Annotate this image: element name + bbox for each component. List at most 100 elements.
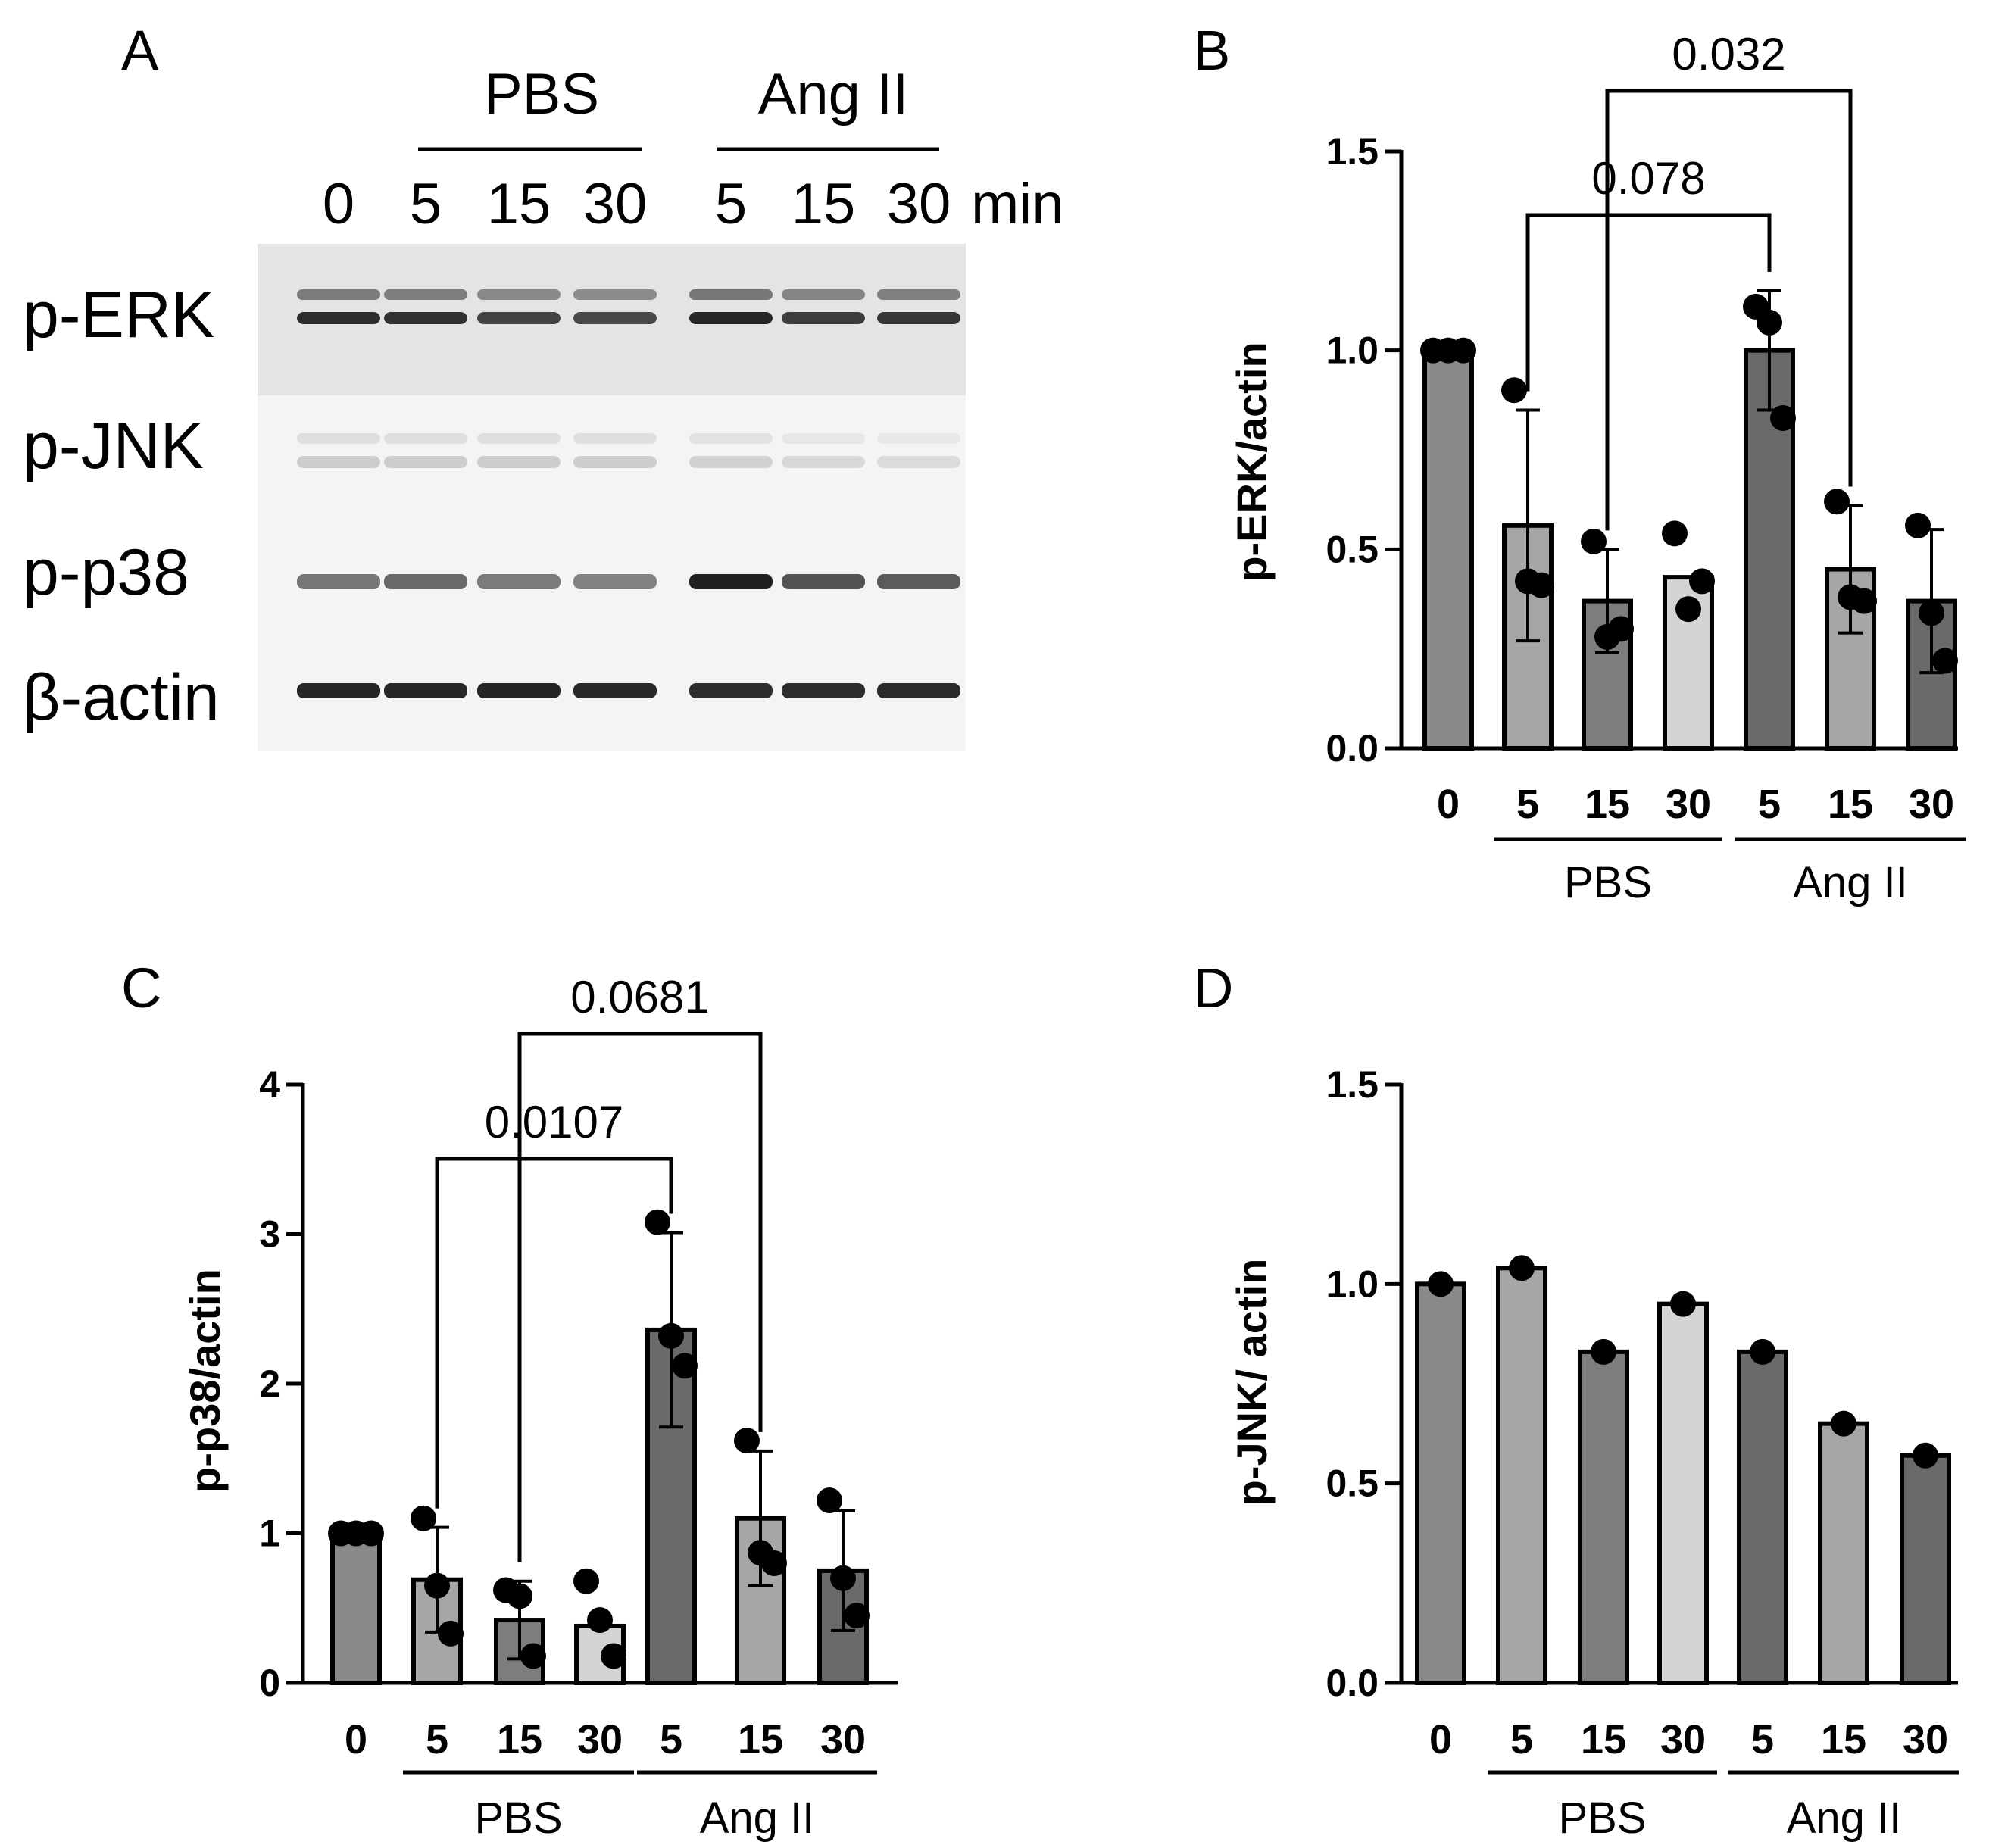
bar [1578, 1349, 1629, 1686]
blot-row-label: p-ERK [23, 279, 214, 351]
blot-band [689, 312, 773, 324]
time-unit-label: min [971, 172, 1063, 236]
data-point [672, 1353, 698, 1379]
blot-band [689, 683, 773, 698]
x-tick-label: 5 [1751, 1717, 1774, 1762]
blot-band-upper [477, 433, 561, 444]
panel-d-letter: D [1193, 957, 1233, 1019]
lane-label: 15 [792, 172, 856, 236]
blot-band [297, 683, 380, 698]
blot-band [477, 683, 561, 698]
data-point [1770, 404, 1796, 431]
bar [1900, 1453, 1951, 1686]
data-point [573, 1568, 599, 1594]
bar [1818, 1421, 1869, 1685]
x-tick-label: 30 [1666, 782, 1711, 827]
x-tick-label: 0 [1437, 782, 1460, 827]
data-point [1932, 648, 1958, 674]
panel-d-y-axis-title: p-JNK/ actin [1228, 1259, 1276, 1506]
blot-band-upper [689, 289, 773, 300]
blot-band [877, 683, 960, 698]
data-point [1529, 572, 1554, 598]
blot-band-upper [573, 289, 657, 300]
panel-a-letter: A [121, 19, 159, 82]
data-point [1670, 1291, 1696, 1317]
blot-band-upper [384, 289, 467, 300]
lane-label: 30 [887, 172, 951, 236]
significance-bracket [1605, 89, 1853, 531]
lane-label: 0 [323, 172, 354, 236]
data-point [830, 1565, 856, 1591]
panel-b-letter: B [1193, 19, 1230, 82]
x-tick-label: 30 [577, 1717, 623, 1762]
data-point [1501, 377, 1527, 404]
blot-band [477, 574, 561, 589]
x-tick-label: 15 [1581, 1717, 1626, 1762]
bar [1415, 1281, 1466, 1686]
data-point [1831, 1410, 1856, 1437]
blot-band [573, 312, 657, 324]
blot-band [477, 312, 561, 324]
panel-b-chart: B p-ERK/actin 0.0 0.5 1.0 1.5 0 5 15 30 5 15 30 PBS… [1193, 19, 1966, 907]
data-point [1450, 337, 1476, 364]
data-point [520, 1643, 546, 1669]
data-point [658, 1322, 684, 1349]
x-tick-label: 0 [345, 1717, 367, 1762]
blot-band [477, 456, 561, 468]
x-tick-label: 5 [1510, 1717, 1533, 1762]
bar [1737, 1349, 1788, 1686]
blot-band-upper [877, 433, 960, 444]
blot-band [573, 683, 657, 698]
blot-band-upper [297, 433, 380, 444]
x-tick-label: 30 [1909, 782, 1954, 827]
x-tick-label: 0 [1429, 1717, 1452, 1762]
data-point [817, 1487, 842, 1514]
blot-band-upper [782, 433, 865, 444]
blot-band [689, 574, 773, 589]
data-point [1913, 1442, 1938, 1469]
blot-band [573, 456, 657, 468]
blot-row-label: p-JNK [23, 410, 204, 482]
p-value-label: 0.0681 [570, 972, 710, 1022]
data-point [1662, 520, 1688, 547]
blot-band [877, 312, 960, 324]
blot-band-upper [877, 289, 960, 300]
x-tick-label: 5 [426, 1717, 448, 1762]
data-point [1608, 616, 1634, 642]
lane-labels: 0 5 15 30 5 15 30 [323, 172, 951, 236]
data-point [1428, 1271, 1454, 1297]
data-point [601, 1643, 626, 1669]
blot-band [782, 312, 865, 324]
panel-c-letter: C [121, 957, 161, 1019]
x-tick-label: 30 [1660, 1717, 1706, 1762]
y-tick-label: 1.5 [1326, 130, 1379, 173]
data-point [1905, 512, 1931, 538]
y-tick-label: 1.0 [1326, 1263, 1379, 1305]
p-value-label: 0.032 [1672, 29, 1785, 80]
significance-bracket [435, 1157, 673, 1509]
y-tick-label: 2 [259, 1363, 280, 1405]
data-point [424, 1572, 450, 1599]
panel-c-y-axis-title: p-p38/actin [181, 1269, 229, 1493]
blot-band [384, 456, 467, 468]
panel-c-chart: C p-p38/actin 0 1 2 3 4 0 5 15 30 5 15 30 PBS Ang II 0… [121, 957, 898, 1843]
data-point [507, 1583, 532, 1609]
blot-strip [258, 395, 966, 505]
data-point [1509, 1255, 1535, 1281]
blot-band-upper [689, 433, 773, 444]
lane-label: 5 [410, 172, 442, 236]
y-tick-label: 1.5 [1326, 1063, 1379, 1106]
p-value-label: 0.0107 [485, 1097, 624, 1147]
y-tick-label: 1 [259, 1512, 280, 1555]
x-tick-label: 15 [1585, 782, 1630, 827]
data-point [734, 1428, 760, 1454]
y-tick-label: 0.5 [1326, 528, 1379, 570]
lane-label: 5 [715, 172, 747, 236]
data-point [1851, 588, 1877, 614]
x-tick-label: 30 [1903, 1717, 1948, 1762]
significance-bracket [517, 1032, 763, 1562]
blot-band [782, 456, 865, 468]
group-label: PBS [474, 1793, 562, 1843]
x-tick-label: 5 [1516, 782, 1539, 827]
blot-band [782, 683, 865, 698]
